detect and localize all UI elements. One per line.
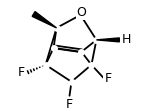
Text: F: F <box>104 72 112 85</box>
Text: F: F <box>66 98 73 111</box>
Text: O: O <box>77 6 86 19</box>
Text: F: F <box>17 66 25 79</box>
Polygon shape <box>32 12 57 28</box>
Text: H: H <box>121 33 131 46</box>
Polygon shape <box>96 38 119 42</box>
